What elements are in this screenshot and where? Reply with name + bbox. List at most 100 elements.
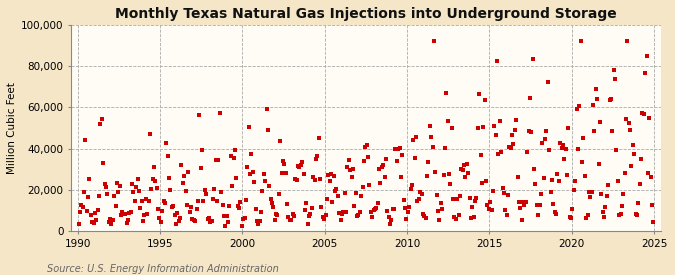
- Point: [344, 157, 354, 162]
- Point: [239, 215, 250, 220]
- Point: [578, 136, 589, 140]
- Point: [313, 136, 324, 140]
- Point: [628, 143, 639, 148]
- Point: [574, 104, 585, 108]
- Point: [564, 214, 575, 219]
- Point: [103, 220, 114, 224]
- Point: [188, 218, 199, 222]
- Point: [619, 170, 630, 175]
- Point: [261, 107, 272, 112]
- Point: [304, 214, 315, 218]
- Point: [107, 218, 118, 222]
- Point: [378, 163, 389, 167]
- Point: [641, 54, 652, 58]
- Point: [616, 204, 627, 208]
- Point: [474, 92, 485, 96]
- Point: [328, 174, 339, 178]
- Point: [306, 206, 317, 210]
- Point: [302, 222, 313, 226]
- Point: [386, 218, 397, 222]
- Point: [356, 194, 367, 198]
- Point: [111, 181, 122, 185]
- Point: [74, 210, 85, 214]
- Point: [341, 210, 352, 214]
- Point: [217, 203, 228, 208]
- Point: [648, 220, 659, 224]
- Point: [97, 117, 107, 121]
- Point: [348, 166, 358, 171]
- Point: [446, 126, 457, 131]
- Point: [458, 168, 468, 172]
- Point: [426, 135, 437, 139]
- Point: [301, 201, 312, 206]
- Point: [489, 124, 500, 129]
- Point: [647, 203, 657, 207]
- Point: [82, 209, 92, 213]
- Point: [515, 206, 526, 210]
- Point: [503, 192, 514, 197]
- Point: [374, 167, 385, 171]
- Point: [186, 204, 196, 209]
- Point: [131, 185, 142, 189]
- Point: [350, 191, 361, 195]
- Point: [228, 156, 239, 160]
- Point: [327, 199, 338, 204]
- Point: [523, 128, 534, 133]
- Point: [320, 213, 331, 218]
- Point: [439, 146, 450, 150]
- Point: [626, 164, 637, 168]
- Point: [264, 184, 275, 188]
- Point: [600, 205, 611, 210]
- Point: [454, 194, 465, 199]
- Point: [202, 216, 213, 221]
- Point: [95, 122, 106, 127]
- Point: [90, 210, 101, 215]
- Point: [531, 203, 542, 207]
- Point: [300, 208, 310, 212]
- Point: [563, 125, 574, 130]
- Point: [73, 222, 84, 226]
- Point: [599, 214, 610, 219]
- Point: [620, 117, 631, 121]
- Point: [555, 141, 566, 145]
- Point: [275, 139, 286, 143]
- Point: [323, 173, 333, 177]
- Point: [157, 209, 167, 214]
- Point: [558, 142, 568, 147]
- Point: [582, 213, 593, 218]
- Point: [459, 163, 470, 167]
- Point: [607, 129, 618, 133]
- Point: [460, 175, 471, 179]
- Point: [421, 216, 431, 220]
- Point: [144, 132, 155, 136]
- Point: [367, 215, 377, 219]
- Point: [584, 190, 595, 194]
- Point: [161, 141, 171, 145]
- Point: [371, 205, 381, 210]
- Point: [86, 213, 97, 218]
- Point: [468, 215, 479, 220]
- Point: [450, 217, 461, 221]
- Point: [406, 183, 417, 187]
- Point: [117, 210, 128, 214]
- Point: [257, 189, 268, 193]
- Point: [130, 199, 140, 204]
- Point: [159, 201, 170, 205]
- Point: [316, 205, 327, 209]
- Point: [333, 194, 344, 198]
- Point: [213, 158, 224, 162]
- Point: [537, 141, 547, 145]
- Point: [364, 183, 375, 188]
- Point: [516, 218, 527, 222]
- Point: [321, 197, 332, 202]
- Point: [252, 219, 263, 223]
- Point: [541, 129, 552, 134]
- Point: [554, 178, 564, 183]
- Point: [287, 211, 298, 216]
- Point: [527, 56, 538, 61]
- Point: [284, 218, 295, 222]
- Point: [401, 217, 412, 222]
- Point: [165, 188, 176, 192]
- Point: [633, 200, 644, 205]
- Point: [113, 189, 124, 194]
